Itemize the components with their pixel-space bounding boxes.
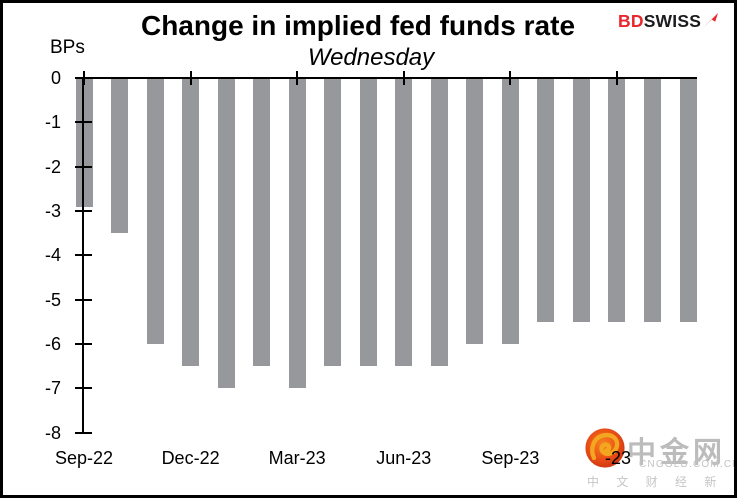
watermark-domain: CNGOLD.COM.CN xyxy=(639,459,737,470)
y-tick xyxy=(74,254,92,257)
x-tick-label: Mar-23 xyxy=(268,448,326,468)
y-tick xyxy=(74,210,92,213)
bdswiss-swiss-text: SWISS xyxy=(643,11,702,31)
y-tick xyxy=(74,431,92,434)
chart-title: Change in implied fed funds rate xyxy=(140,10,576,41)
y-tick-label: -7 xyxy=(44,378,61,399)
y-tick xyxy=(74,298,92,301)
x-tick xyxy=(615,71,618,85)
bar xyxy=(572,78,590,322)
y-tick xyxy=(74,165,92,168)
x-tick-label: Dec-22 xyxy=(161,448,220,468)
x-tick xyxy=(296,71,299,85)
x-tick xyxy=(402,71,405,85)
y-tick-label: -3 xyxy=(44,201,61,222)
x-tick xyxy=(83,71,85,85)
bar xyxy=(430,78,448,367)
cngold-logo-icon xyxy=(585,428,625,468)
bar xyxy=(359,78,377,367)
chart-subtitle: Wednesday xyxy=(307,44,435,71)
y-tick-label: -2 xyxy=(44,156,61,177)
bar xyxy=(537,78,555,322)
bar xyxy=(395,78,413,367)
y-tick xyxy=(74,121,92,124)
bar xyxy=(111,78,129,234)
bar xyxy=(679,78,697,322)
x-tick-label: Sep-23 xyxy=(481,448,540,468)
y-tick-label: -1 xyxy=(44,112,61,133)
bar xyxy=(182,78,200,367)
bar xyxy=(466,78,484,345)
bar xyxy=(217,78,235,389)
bar xyxy=(146,78,164,345)
y-tick-label: -8 xyxy=(44,422,61,443)
y-tick-label: -5 xyxy=(44,289,61,310)
x-tick xyxy=(509,71,512,85)
bdswiss-bd-text: BD xyxy=(618,11,644,31)
watermark-tagline: 中 文 财 经 新 媒 体 xyxy=(587,475,734,489)
x-axis-line xyxy=(82,77,697,79)
x-tick-label: Sep-22 xyxy=(54,448,114,468)
bar xyxy=(324,78,342,367)
y-tick xyxy=(74,387,92,390)
bar xyxy=(501,78,519,345)
bar xyxy=(253,78,271,367)
watermark-name: 中金网 xyxy=(627,437,727,469)
bdswiss-logo: BD SWISS xyxy=(618,11,719,32)
x-tick-label-dec23-visible-part: -23 xyxy=(605,448,632,468)
bar xyxy=(643,78,661,322)
y-tick-label: -6 xyxy=(44,334,61,355)
y-tick-label: 0 xyxy=(50,68,61,88)
y-tick-label: -4 xyxy=(44,245,61,266)
bdswiss-arrow-icon xyxy=(703,13,719,28)
plot-area: 0 -1 -2 -3 -4 -5 -6 -7 -8 Sep-22 Dec-22 Mar-23 Jun-2… xyxy=(3,3,734,495)
bar xyxy=(75,78,93,207)
y-axis-units-label: BPs xyxy=(50,37,85,58)
x-tick-label: Jun-23 xyxy=(376,448,432,468)
bar xyxy=(288,78,306,389)
x-tick xyxy=(189,71,192,85)
bar xyxy=(608,78,626,322)
y-tick xyxy=(74,343,92,346)
